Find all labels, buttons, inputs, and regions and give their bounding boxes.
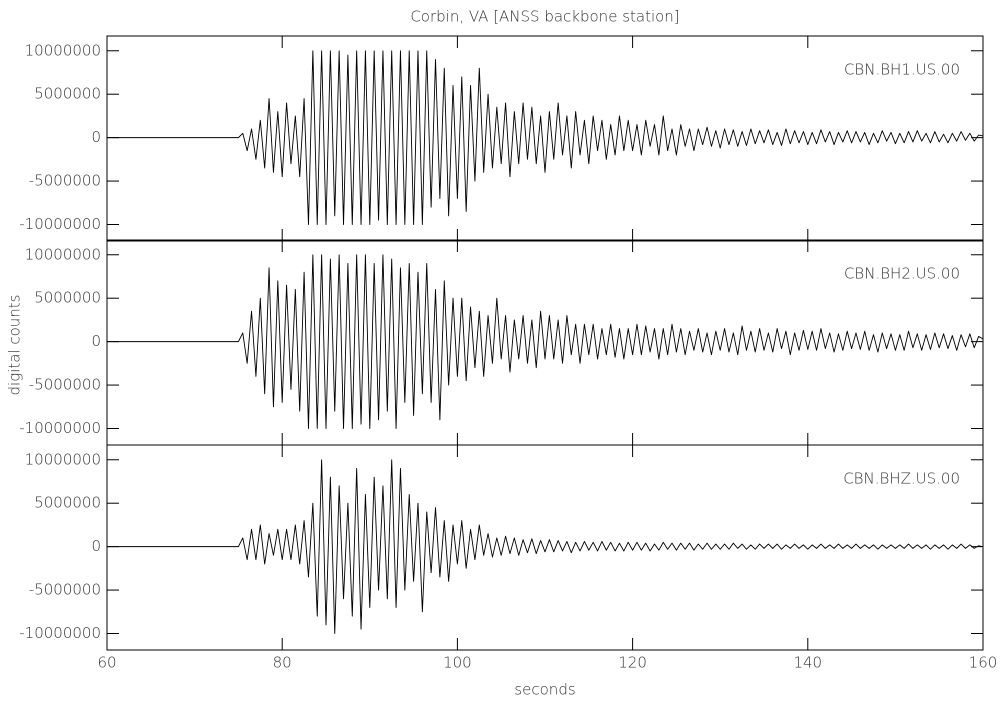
y-tick-label: 5000000 [34, 85, 101, 103]
x-axis-label: seconds [514, 681, 575, 699]
y-tick-label: 5000000 [34, 289, 101, 307]
y-axis-label: digital counts [6, 294, 24, 395]
x-tick-label: 100 [443, 654, 472, 672]
x-tick-label: 140 [793, 654, 822, 672]
y-tick-label: 10000000 [25, 245, 101, 263]
y-tick-label: -10000000 [19, 419, 101, 437]
panel-frame [106, 35, 984, 242]
trace-label: CBN.BH1.US.00 [844, 61, 960, 79]
trace-label: CBN.BH2.US.00 [844, 265, 960, 283]
x-tick-label: 80 [273, 654, 292, 672]
y-tick-label: 0 [91, 128, 101, 146]
x-tick-label: 120 [618, 654, 647, 672]
y-tick-label: -5000000 [29, 376, 101, 394]
waveform [107, 50, 984, 225]
y-tick-label: 5000000 [34, 494, 101, 512]
chart-title: Corbin, VA [ANSS backbone station] [410, 8, 679, 26]
y-tick-label: 10000000 [25, 41, 101, 59]
y-tick-label: 10000000 [25, 450, 101, 468]
y-tick-label: -10000000 [19, 624, 101, 642]
y-tick-label: 0 [91, 537, 101, 555]
y-tick-label: -5000000 [29, 172, 101, 190]
trace-label: CBN.BHZ.US.00 [843, 470, 960, 488]
panel-frame [106, 444, 984, 651]
waveform [107, 254, 984, 429]
x-tick-label: 60 [97, 654, 116, 672]
waveform [107, 459, 984, 634]
x-tick-label: 160 [969, 654, 998, 672]
y-tick-label: 0 [91, 332, 101, 350]
y-tick-label: -5000000 [29, 581, 101, 599]
y-tick-label: -10000000 [19, 215, 101, 233]
